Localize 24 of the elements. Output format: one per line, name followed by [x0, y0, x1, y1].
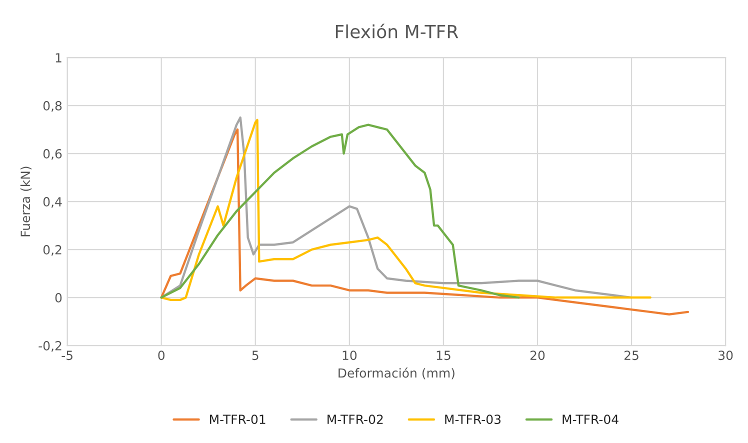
- legend-label: M-TFR-01: [210, 414, 266, 424]
- legend-label: M-TFR-03: [445, 414, 501, 424]
- x-axis-title: Deformación (mm): [338, 368, 454, 380]
- x-tick-label: 10: [342, 350, 357, 360]
- chart-title: Flexión M-TFR: [336, 24, 458, 38]
- y-tick-label: -0,2: [38, 341, 62, 352]
- x-tick-label: -5: [62, 350, 72, 360]
- x-tick-label: 30: [718, 350, 733, 360]
- x-tick-label: 15: [436, 350, 450, 360]
- y-tick-label: 0,8: [43, 101, 62, 112]
- y-tick-label: 0: [55, 293, 62, 302]
- y-tick-label: 0,6: [43, 149, 62, 160]
- x-tick-label: 20: [530, 350, 545, 360]
- x-tick-label: 5: [252, 350, 258, 360]
- y-tick-label: 0,4: [43, 197, 62, 208]
- legend-label: M-TFR-04: [562, 414, 618, 424]
- x-tick-label: 0: [158, 350, 164, 360]
- legend-label: M-TFR-02: [328, 414, 383, 424]
- x-tick-label: 25: [624, 350, 638, 360]
- y-axis-title: Fuerza (kN): [20, 166, 32, 236]
- y-tick-label: 1: [56, 53, 62, 62]
- line-series: [160, 128, 690, 316]
- line-series: [160, 124, 520, 299]
- y-tick-label: 0,2: [43, 245, 62, 256]
